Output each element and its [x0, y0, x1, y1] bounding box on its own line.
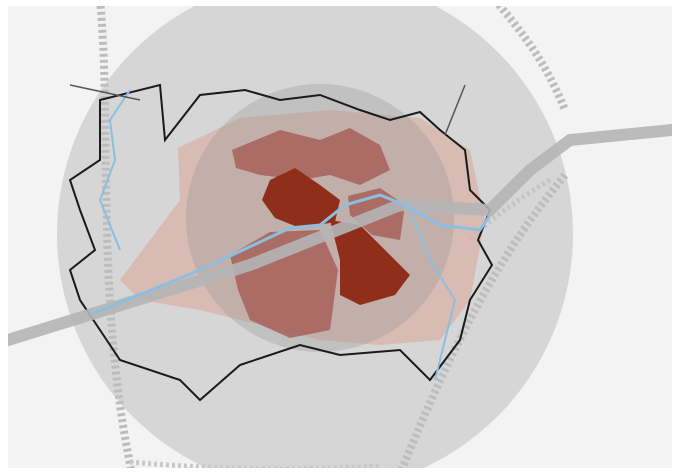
district — [232, 128, 390, 185]
core-district — [330, 220, 410, 305]
railway — [398, 172, 569, 468]
railway — [468, 177, 552, 242]
core-district — [262, 168, 340, 228]
municipal-boundary — [68, 83, 494, 402]
highway — [8, 124, 672, 346]
railway — [494, 6, 569, 112]
road — [69, 84, 141, 101]
map-layers — [8, 6, 672, 468]
river — [89, 193, 492, 317]
road — [444, 84, 466, 136]
river — [409, 209, 457, 381]
river — [98, 89, 131, 251]
